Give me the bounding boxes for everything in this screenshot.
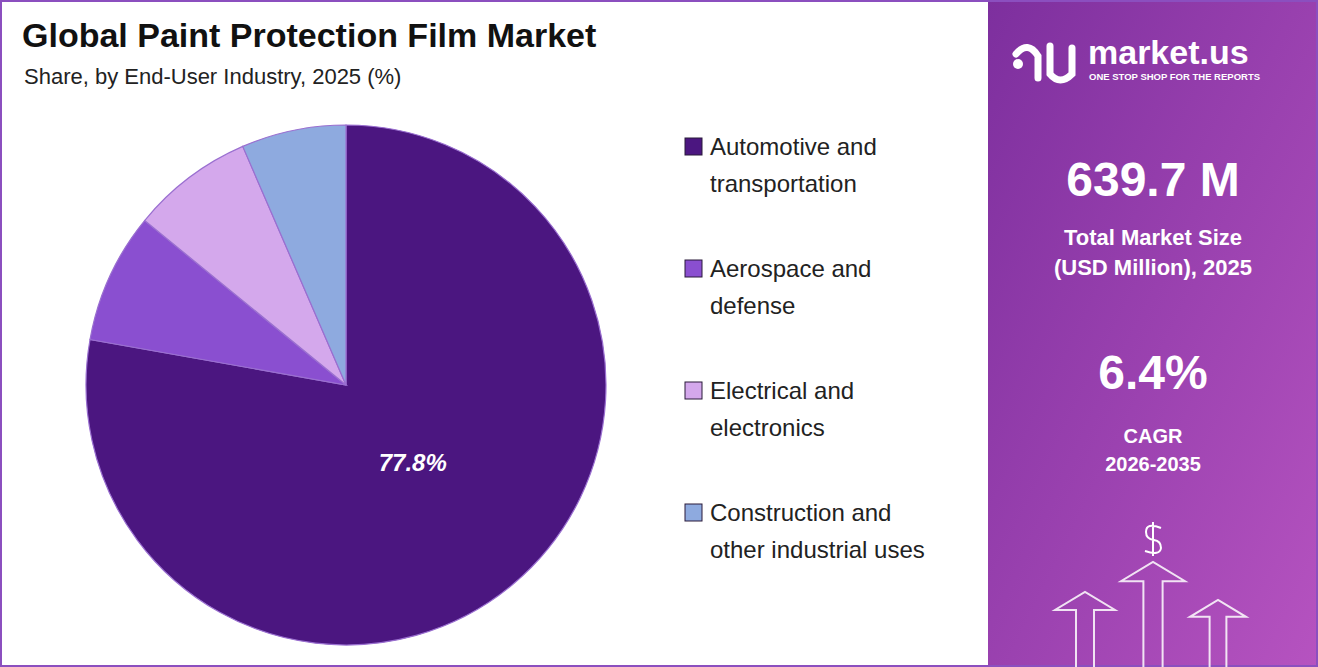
subtitle: Share, by End-User Industry, 2025 (%): [24, 64, 401, 89]
legend-swatch: [685, 504, 702, 521]
cagr-label: 2026-2035: [1105, 453, 1201, 475]
legend-label: Construction andother industrial uses: [710, 499, 925, 563]
brand: market.us: [1088, 33, 1249, 71]
legend-swatch: [685, 138, 702, 155]
legend-swatch: [685, 260, 702, 277]
slice: [243, 125, 346, 385]
decor-arrow: [1121, 562, 1185, 667]
cagr: 6.4%: [1098, 346, 1207, 399]
market-size-label: (USD Million), 2025: [1054, 255, 1252, 280]
legend-label: Automotive andtransportation: [710, 133, 877, 197]
legend-label: Aerospace anddefense: [710, 255, 871, 319]
title: Global Paint Protection Film Market: [22, 16, 596, 54]
slice: [86, 125, 606, 645]
legend: Automotive andtransportation Aerospace an…: [685, 133, 925, 563]
tagline: ONE STOP SHOP FOR THE REPORTS: [1089, 71, 1260, 82]
background: [0, 0, 1318, 667]
decor-arrows: [1055, 562, 1246, 667]
legend-swatch: [685, 382, 702, 399]
pie: 77.8%: [86, 125, 606, 645]
logo-icon: [1013, 46, 1072, 80]
frame: [1, 1, 1317, 666]
decor-dollar: [1145, 522, 1161, 556]
market-size-label: Total Market Size: [1064, 225, 1242, 250]
legend-label: Electrical andelectronics: [710, 377, 854, 441]
cagr-label: CAGR: [1124, 425, 1183, 447]
side-panel: [988, 0, 1318, 667]
panel-content: market.usONE STOP SHOP FOR THE REPORTS 63…: [1013, 33, 1260, 667]
decor-arrow: [1055, 592, 1115, 667]
data-label: 77.8%: [379, 449, 447, 476]
decor-arrow: [1190, 600, 1246, 667]
market-size: 639.7 M: [1066, 153, 1239, 206]
canvas: Global Paint Protection Film Market Share…: [0, 0, 1318, 667]
